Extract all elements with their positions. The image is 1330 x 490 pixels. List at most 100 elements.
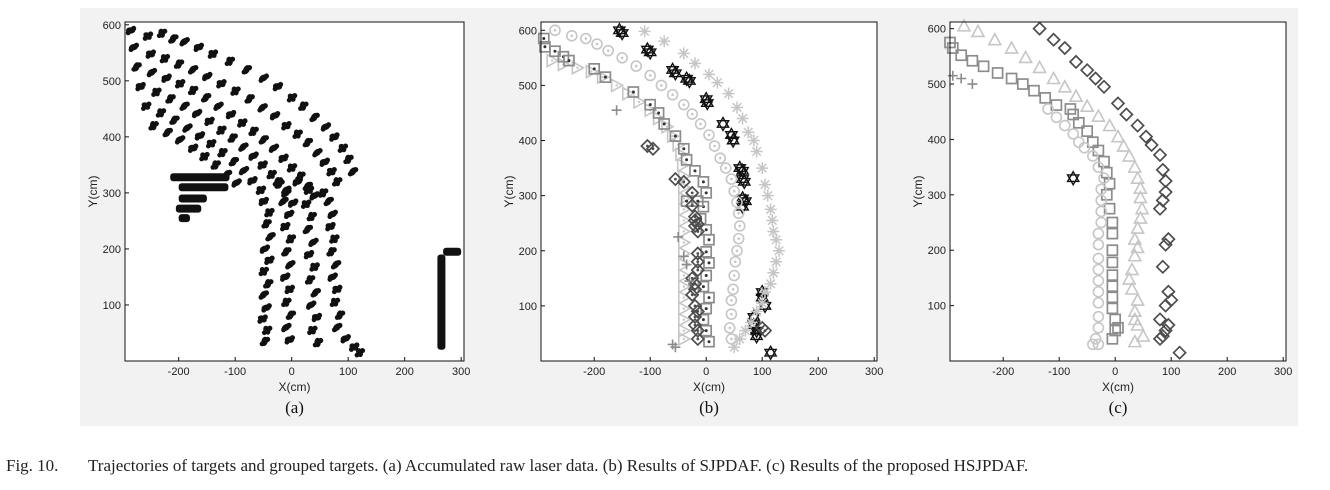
data-point: [1130, 220, 1145, 234]
data-point: [310, 292, 316, 298]
data-point: [297, 129, 303, 135]
data-point: [1018, 49, 1033, 64]
data-point: [187, 90, 193, 96]
data-point: [725, 333, 738, 345]
data-point: [750, 145, 763, 158]
data-point: [728, 326, 732, 330]
data-point: [704, 274, 708, 278]
data-point: [336, 260, 342, 266]
data-point: [1135, 328, 1151, 342]
data-point: [331, 247, 337, 253]
data-point: [337, 284, 343, 290]
data-point: [700, 269, 713, 282]
data-point: [967, 79, 978, 90]
data-point: [227, 169, 233, 176]
data-point: [151, 92, 156, 97]
data-point: [324, 157, 331, 163]
y-tick-label: 500: [928, 79, 946, 91]
data-point: [292, 163, 298, 169]
data-point: [711, 76, 724, 89]
data-point: [1155, 259, 1171, 275]
data-point: [311, 317, 317, 323]
data-point: [257, 107, 263, 113]
data-point: [325, 226, 330, 232]
data-point: [319, 162, 325, 167]
data-point: [1092, 263, 1105, 276]
data-point: [1032, 21, 1047, 36]
data-point: [207, 71, 213, 77]
data-point: [1109, 313, 1122, 326]
data-point: [264, 260, 269, 266]
data-point: [732, 164, 747, 176]
data-point: [736, 112, 749, 125]
data-point: [193, 143, 199, 149]
data-point: [699, 91, 714, 104]
data-point: [674, 177, 677, 181]
data-point: [184, 37, 190, 43]
data-point: [262, 314, 268, 320]
data-point: [303, 254, 309, 260]
data-point: [1086, 338, 1099, 351]
data-point: [337, 322, 343, 328]
data-point: [767, 266, 780, 279]
data-point: [1161, 317, 1176, 333]
data-point: [1106, 216, 1119, 229]
data-band: [170, 173, 230, 182]
data-point: [696, 329, 700, 333]
data-point: [707, 261, 711, 265]
data-point: [728, 341, 741, 354]
data-point: [166, 73, 172, 79]
data-point: [199, 156, 204, 162]
data-point: [302, 229, 308, 235]
data-point: [690, 246, 706, 261]
data-point: [160, 108, 167, 114]
chart-2: -200 -100 0 100 200 300 100 200 300 400 500 600 X(cm…: [502, 21, 883, 417]
data-point: [716, 116, 730, 128]
data-point: [652, 107, 665, 119]
data-point: [244, 165, 250, 172]
data-point: [576, 66, 579, 69]
data-point: [179, 59, 185, 65]
data-point: [704, 228, 708, 232]
data-point: [263, 196, 270, 202]
y-tick-label: 400: [928, 134, 946, 146]
data-point: [713, 144, 716, 148]
data-point: [309, 117, 315, 123]
data-point: [258, 201, 264, 207]
data-point: [716, 120, 730, 132]
data-point: [286, 97, 292, 103]
plot-area: [125, 22, 464, 361]
data-point: [222, 147, 228, 154]
data-point: [677, 279, 692, 294]
data-point: [150, 49, 157, 55]
data-point: [627, 86, 640, 98]
data-point: [263, 283, 268, 289]
data-band: [437, 254, 446, 350]
data-point: [687, 209, 703, 224]
data-point: [343, 159, 349, 165]
data-point: [305, 305, 311, 310]
data-point: [677, 180, 692, 195]
data-point: [729, 255, 742, 268]
data-point: [1130, 170, 1145, 185]
data-point: [193, 65, 199, 71]
data-point: [668, 69, 683, 82]
data-point: [1106, 269, 1119, 281]
data-point: [1130, 292, 1145, 306]
data-point: [570, 34, 574, 38]
data-point: [756, 162, 769, 175]
data-point: [759, 286, 771, 299]
data-point: [682, 147, 686, 151]
panel-label: (a): [285, 398, 304, 417]
data-point: [703, 68, 715, 81]
data-point: [285, 238, 291, 244]
data-point: [616, 52, 629, 64]
data-point: [662, 122, 666, 126]
data-point: [300, 204, 306, 210]
data-point: [977, 60, 990, 73]
data-point: [1106, 227, 1119, 240]
x-tick-label: -100: [224, 366, 246, 378]
data-point: [200, 97, 206, 103]
data-point: [682, 274, 685, 277]
data-point: [253, 151, 259, 157]
